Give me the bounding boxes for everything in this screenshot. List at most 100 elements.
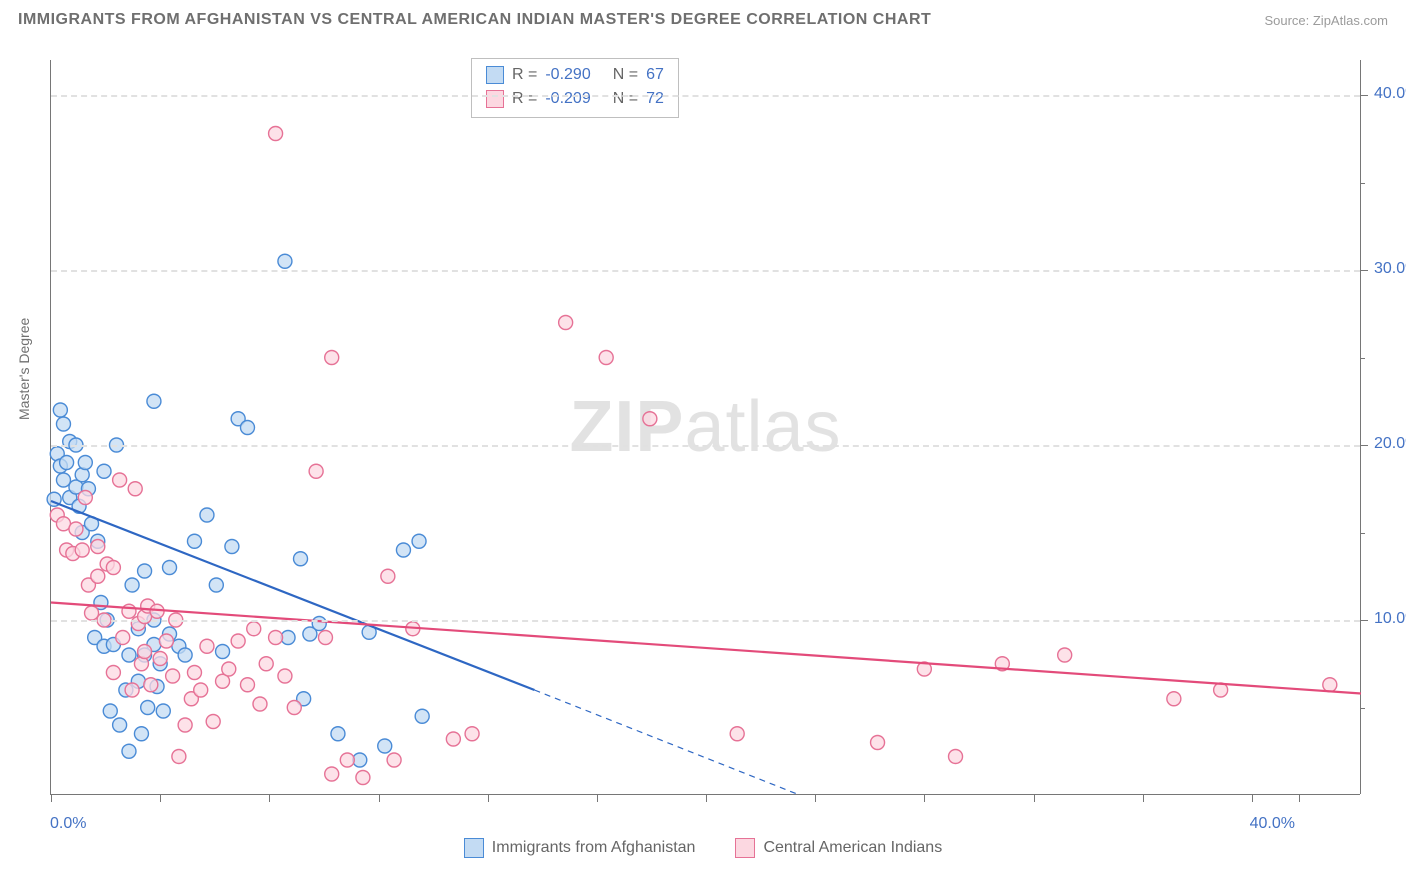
plot-svg xyxy=(51,60,1360,794)
scatter-point-central_american xyxy=(172,750,186,764)
y-tick xyxy=(1360,620,1368,621)
chart-title: IMMIGRANTS FROM AFGHANISTAN VS CENTRAL A… xyxy=(18,11,931,29)
correlation-legend: R = -0.290N = 67R = -0.209N = 72 xyxy=(471,58,679,118)
scatter-point-central_american xyxy=(446,732,460,746)
grid-line xyxy=(51,620,1360,622)
scatter-point-central_american xyxy=(222,662,236,676)
scatter-point-central_american xyxy=(206,715,220,729)
y-tick-label: 40.0% xyxy=(1374,85,1406,103)
scatter-point-central_american xyxy=(231,634,245,648)
scatter-point-central_american xyxy=(309,464,323,478)
scatter-point-central_american xyxy=(69,522,83,536)
scatter-point-central_american xyxy=(259,657,273,671)
scatter-point-central_american xyxy=(730,727,744,741)
legend-r-value: -0.290 xyxy=(545,66,590,84)
scatter-point-afghanistan xyxy=(113,718,127,732)
scatter-point-central_american xyxy=(78,491,92,505)
scatter-point-afghanistan xyxy=(216,645,230,659)
y-tick xyxy=(1360,270,1368,271)
scatter-point-central_american xyxy=(387,753,401,767)
scatter-point-central_american xyxy=(153,652,167,666)
scatter-point-central_american xyxy=(241,678,255,692)
scatter-point-central_american xyxy=(318,631,332,645)
x-tick xyxy=(51,794,52,802)
grid-line xyxy=(51,95,1360,97)
y-tick xyxy=(1360,95,1368,96)
grid-line xyxy=(51,270,1360,272)
x-tick xyxy=(924,794,925,802)
x-tick xyxy=(379,794,380,802)
scatter-point-central_american xyxy=(356,771,370,785)
scatter-point-afghanistan xyxy=(125,578,139,592)
legend-n-value: 67 xyxy=(646,66,664,84)
scatter-point-central_american xyxy=(325,351,339,365)
scatter-point-central_american xyxy=(269,631,283,645)
legend-swatch xyxy=(735,838,755,858)
scatter-point-central_american xyxy=(643,412,657,426)
scatter-point-central_american xyxy=(106,666,120,680)
title-bar: IMMIGRANTS FROM AFGHANISTAN VS CENTRAL A… xyxy=(0,0,1406,40)
chart-frame: IMMIGRANTS FROM AFGHANISTAN VS CENTRAL A… xyxy=(0,0,1406,892)
y-tick-label: 10.0% xyxy=(1374,610,1406,628)
scatter-point-afghanistan xyxy=(294,552,308,566)
scatter-point-central_american xyxy=(253,697,267,711)
scatter-point-afghanistan xyxy=(78,456,92,470)
scatter-point-central_american xyxy=(85,606,99,620)
scatter-point-afghanistan xyxy=(138,564,152,578)
x-tick xyxy=(597,794,598,802)
scatter-point-central_american xyxy=(278,669,292,683)
scatter-point-afghanistan xyxy=(187,534,201,548)
y-tick-label: 30.0% xyxy=(1374,260,1406,278)
scatter-point-central_american xyxy=(113,473,127,487)
series-legend-label: Central American Indians xyxy=(763,839,942,857)
series-legend: Immigrants from Afghanistan Central Ameri… xyxy=(0,838,1406,858)
legend-n-value: 72 xyxy=(646,90,664,108)
scatter-point-afghanistan xyxy=(56,417,70,431)
scatter-point-afghanistan xyxy=(163,561,177,575)
legend-swatch xyxy=(464,838,484,858)
scatter-point-afghanistan xyxy=(122,648,136,662)
x-tick-label: 40.0% xyxy=(1250,815,1295,833)
scatter-point-afghanistan xyxy=(60,456,74,470)
trend-line-afghanistan xyxy=(51,501,534,690)
scatter-point-central_american xyxy=(1167,692,1181,706)
scatter-point-afghanistan xyxy=(156,704,170,718)
scatter-point-central_american xyxy=(122,604,136,618)
x-tick xyxy=(706,794,707,802)
y-tick xyxy=(1360,445,1368,446)
grid-line xyxy=(51,445,1360,447)
scatter-point-central_american xyxy=(381,569,395,583)
scatter-point-central_american xyxy=(269,127,283,141)
scatter-point-central_american xyxy=(187,666,201,680)
legend-swatch xyxy=(486,90,504,108)
scatter-point-central_american xyxy=(106,561,120,575)
legend-row-central_american: R = -0.209N = 72 xyxy=(486,87,664,111)
series-legend-item-afghanistan: Immigrants from Afghanistan xyxy=(464,838,696,858)
legend-r-label: R = xyxy=(512,90,537,108)
y-minor-tick xyxy=(1360,358,1365,359)
scatter-point-central_american xyxy=(194,683,208,697)
scatter-point-afghanistan xyxy=(147,394,161,408)
x-tick xyxy=(269,794,270,802)
scatter-point-afghanistan xyxy=(241,421,255,435)
scatter-point-central_american xyxy=(166,669,180,683)
scatter-point-central_american xyxy=(1323,678,1337,692)
scatter-point-central_american xyxy=(559,316,573,330)
scatter-point-afghanistan xyxy=(103,704,117,718)
scatter-point-central_american xyxy=(138,645,152,659)
scatter-point-central_american xyxy=(1058,648,1072,662)
scatter-point-central_american xyxy=(871,736,885,750)
scatter-point-afghanistan xyxy=(378,739,392,753)
scatter-point-central_american xyxy=(75,543,89,557)
plot-right-border xyxy=(1360,60,1361,794)
series-legend-item-central_american: Central American Indians xyxy=(735,838,942,858)
scatter-point-central_american xyxy=(200,639,214,653)
scatter-point-afghanistan xyxy=(141,701,155,715)
scatter-point-central_american xyxy=(125,683,139,697)
scatter-point-central_american xyxy=(128,482,142,496)
scatter-point-central_american xyxy=(144,678,158,692)
scatter-point-afghanistan xyxy=(200,508,214,522)
x-tick xyxy=(1143,794,1144,802)
scatter-point-afghanistan xyxy=(122,744,136,758)
scatter-point-afghanistan xyxy=(53,403,67,417)
